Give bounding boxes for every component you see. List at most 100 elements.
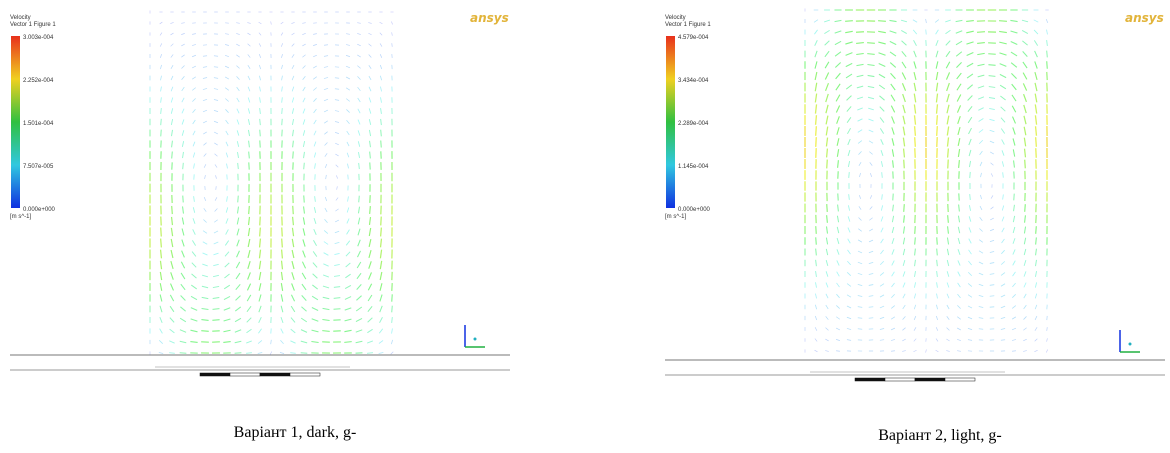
vector-arrow: [236, 43, 240, 47]
vector-arrow: [313, 240, 317, 246]
vector-arrow: [955, 19, 963, 23]
legend-unit: [m s^-1]: [665, 214, 686, 220]
vector-arrow: [902, 282, 906, 288]
vector-arrow: [192, 108, 196, 114]
vector-arrow: [223, 318, 231, 322]
vector-arrow: [1035, 259, 1037, 267]
vector-arrow: [889, 62, 897, 68]
vector-arrow: [357, 33, 361, 35]
vector-arrow: [368, 32, 372, 36]
vector-arrow: [201, 274, 209, 278]
vector-arrow: [159, 249, 163, 259]
vector-arrow: [159, 238, 163, 248]
vector-arrow: [955, 30, 963, 34]
vector-arrow: [891, 238, 895, 244]
vector-arrow: [979, 228, 983, 232]
vector-arrow: [379, 317, 383, 323]
vector-arrow: [957, 116, 961, 124]
vector-arrow: [291, 43, 295, 47]
vector-arrow: [367, 306, 373, 312]
vector-arrow: [191, 65, 197, 69]
vector-arrow: [357, 97, 361, 103]
vector-arrow: [257, 340, 263, 344]
vector-arrow: [956, 61, 962, 69]
vector-arrow: [313, 141, 317, 147]
vector-arrow: [234, 306, 242, 312]
vector-arrow: [291, 238, 295, 248]
vector-arrow: [324, 163, 328, 169]
vector-arrow: [968, 227, 972, 233]
vector-arrow: [346, 207, 350, 213]
vector-arrow: [179, 340, 187, 344]
vector-arrow: [379, 32, 383, 36]
vector-arrow: [945, 72, 951, 80]
vector-arrow: [814, 126, 818, 136]
vector-arrow: [1034, 104, 1038, 114]
vector-arrow: [946, 104, 950, 114]
vector-arrow: [300, 340, 308, 344]
vector-arrow: [891, 305, 895, 309]
vector-arrow: [334, 241, 340, 245]
vector-arrow: [815, 293, 817, 299]
vector-arrow: [357, 86, 361, 92]
vector-arrow: [824, 29, 830, 35]
vector-arrow: [967, 328, 973, 330]
vector-arrow: [357, 119, 361, 125]
vector-arrow: [902, 104, 906, 114]
vector-arrow: [170, 43, 174, 47]
vector-arrow: [1046, 29, 1048, 35]
vector-arrow: [956, 327, 962, 331]
vector-arrow: [835, 83, 841, 91]
legend-tick-label: 3.434e-004: [678, 78, 709, 84]
vector-arrow: [182, 195, 184, 203]
vector-arrow: [171, 151, 173, 159]
vector-arrow: [193, 196, 195, 202]
vector-arrow: [313, 44, 317, 46]
vector-arrow: [170, 216, 174, 226]
vector-arrow: [380, 129, 382, 137]
vector-arrow: [900, 19, 908, 23]
legend-tick-label: 3.003e-004: [23, 35, 54, 41]
vector-arrow: [902, 327, 906, 331]
vector-arrow: [847, 149, 851, 157]
vector-arrow: [977, 74, 985, 78]
vector-arrow: [946, 237, 950, 245]
vector-arrow: [259, 216, 261, 226]
vector-arrow: [248, 205, 250, 215]
vector-arrow: [913, 338, 917, 342]
vector-arrow: [368, 97, 372, 103]
vector-arrow: [834, 19, 842, 23]
vector-arrow: [214, 142, 218, 146]
vector-arrow: [358, 162, 360, 170]
vector-arrow: [814, 104, 818, 114]
vector-arrow: [856, 63, 864, 67]
vector-arrow: [967, 339, 973, 341]
vector-arrow: [946, 316, 950, 320]
vector-arrow: [380, 75, 382, 81]
vector-arrow: [213, 120, 219, 124]
vector-arrow: [236, 206, 240, 214]
vector-arrow: [225, 152, 229, 158]
vector-arrow: [945, 50, 951, 58]
vector-arrow: [202, 241, 208, 245]
vector-arrow: [855, 31, 865, 33]
vector-arrow: [834, 62, 842, 68]
vector-arrow: [814, 115, 818, 125]
vector-arrow: [826, 159, 828, 169]
vector-arrow: [1012, 282, 1016, 288]
vector-arrow: [857, 140, 863, 144]
vector-arrow: [180, 272, 186, 280]
vector-arrow: [212, 308, 220, 310]
vector-arrow: [312, 262, 318, 268]
vector-arrow: [1034, 315, 1038, 321]
vector-arrow: [201, 330, 209, 332]
vector-arrow: [235, 295, 241, 301]
vector-arrow: [999, 73, 1007, 79]
vector-arrow: [989, 251, 995, 253]
vector-arrow: [323, 109, 329, 113]
vector-arrow: [1000, 305, 1006, 309]
vector-arrow: [881, 194, 883, 200]
vector-arrow: [358, 195, 360, 203]
vector-arrow: [378, 352, 384, 354]
